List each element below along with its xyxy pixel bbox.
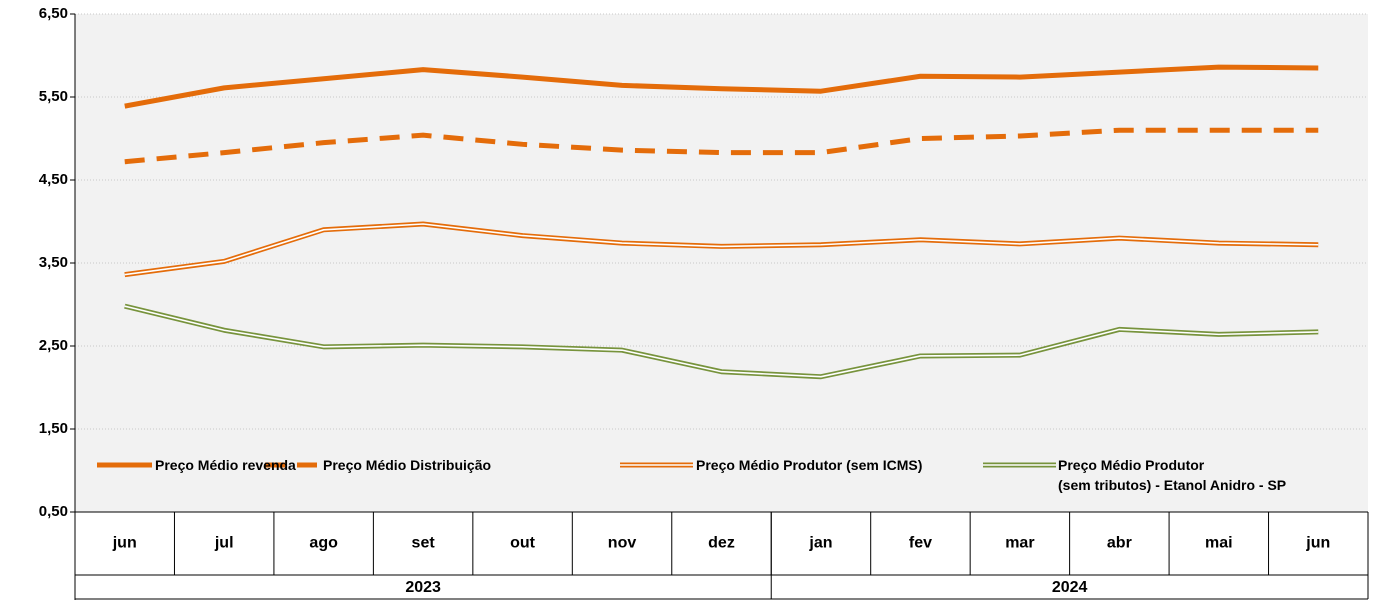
series [124,303,1319,380]
line [124,127,1319,165]
y-tick-label: 0,50 [39,503,68,520]
x-tick-label: jul [214,535,234,552]
line-inner [124,223,1319,276]
x-tick-label: mai [1205,535,1233,552]
series [124,127,1319,165]
line [124,64,1319,109]
x-tick-label: set [412,535,436,552]
y-tick-label: 2,50 [39,337,68,354]
y-tick-label: 4,50 [39,171,68,188]
x-tick-label: jun [112,535,137,552]
x-tick-label: jan [808,535,832,552]
x-tick-label: dez [708,535,735,552]
x-tick-label: nov [608,535,637,552]
y-tick-label: 5,50 [39,88,68,105]
x-tick-label: fev [909,535,932,552]
x-tick-label: jun [1305,535,1330,552]
group-label: 2023 [405,579,441,596]
x-tick-label: abr [1107,535,1132,552]
line-inner [124,305,1319,378]
series [124,221,1319,278]
x-tick-label: ago [309,535,338,552]
x-tick-label: mar [1005,535,1034,552]
group-label: 2024 [1052,579,1088,596]
y-tick-label: 3,50 [39,254,68,271]
y-tick-label: 6,50 [39,5,68,22]
y-tick-label: 1,50 [39,420,68,437]
x-tick-label: out [510,535,536,552]
series [124,64,1319,109]
